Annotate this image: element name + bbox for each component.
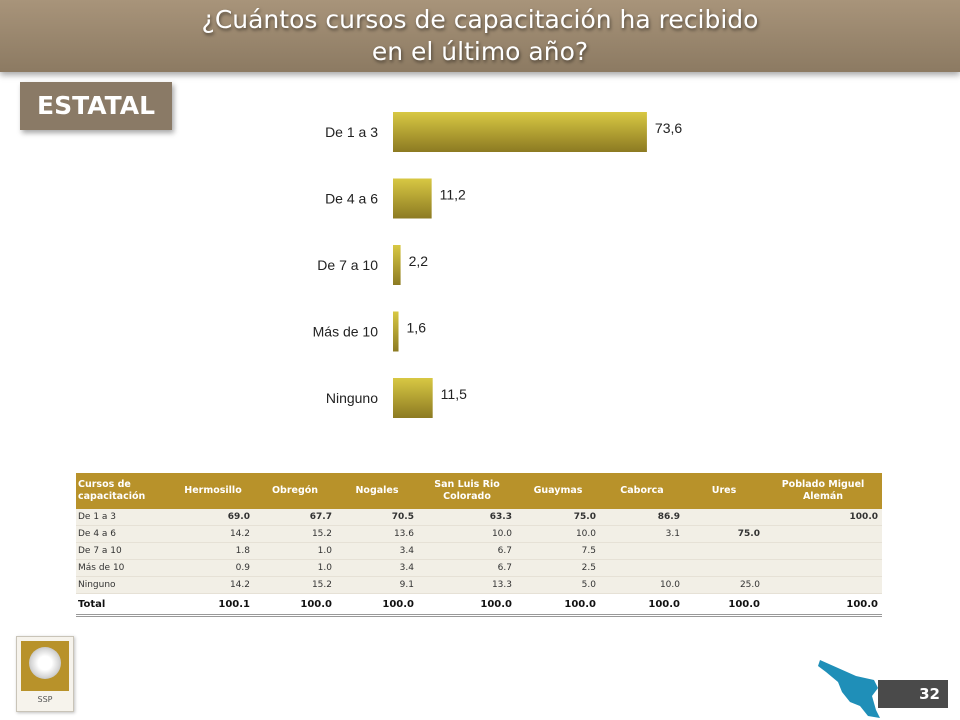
table-cell: 14.2 [172, 576, 254, 594]
logo-label: SSP [37, 695, 53, 704]
row-label: Más de 10 [76, 559, 172, 577]
total-cell: 100.1 [172, 593, 254, 617]
table-cell: 67.7 [254, 509, 336, 526]
table-cell [684, 559, 764, 577]
table-cell: 75.0 [516, 509, 600, 526]
table-cell: 86.9 [600, 509, 684, 526]
table-cell: 15.2 [254, 576, 336, 594]
table-cell: 14.2 [172, 525, 254, 543]
section-badge: ESTATAL [20, 82, 172, 130]
data-label: 11,2 [440, 187, 466, 203]
table-cell: 13.3 [418, 576, 516, 594]
column-header: Hermosillo [172, 473, 254, 509]
table-cell [600, 542, 684, 560]
total-label: Total [76, 593, 172, 617]
table-cell: 7.5 [516, 542, 600, 560]
column-header: San Luis Rio Colorado [418, 473, 516, 509]
category-label: De 7 a 10 [317, 257, 378, 273]
table-row: De 1 a 3 69.0 67.7 70.5 63.3 75.0 86.9 100.0 [76, 509, 882, 526]
table-cell: 5.0 [516, 576, 600, 594]
column-header: Ures [684, 473, 764, 509]
category-label: Ninguno [326, 390, 378, 406]
bar-chart: De 1 a 3 73,6 De 4 a 6 11,2 De 7 a 10 2,2 Más … [313, 112, 682, 418]
table-cell: 15.2 [254, 525, 336, 543]
bar [393, 378, 433, 418]
column-header: Nogales [336, 473, 418, 509]
table-cell: 10.0 [600, 576, 684, 594]
table-cell: 2.5 [516, 559, 600, 577]
total-cell: 100.0 [684, 593, 764, 617]
row-label: De 7 a 10 [76, 542, 172, 560]
table-total-row: Total 100.1 100.0 100.0 100.0 100.0 100.0 100.0… [76, 593, 882, 617]
column-header: Caborca [600, 473, 684, 509]
data-label: 73,6 [655, 120, 682, 136]
table-cell: 70.5 [336, 509, 418, 526]
table-cell: 6.7 [418, 559, 516, 577]
column-header: Poblado Miguel Alemán [764, 473, 882, 509]
table-cell: 6.7 [418, 542, 516, 560]
table-cell: 3.1 [600, 525, 684, 543]
table-cell [764, 542, 882, 560]
page-number: 32 [878, 680, 948, 708]
table-row: De 4 a 6 14.2 15.2 13.6 10.0 10.0 3.1 75.0 [76, 525, 882, 543]
total-cell: 100.0 [764, 593, 882, 617]
table-cell: 25.0 [684, 576, 764, 594]
table-cell [764, 576, 882, 594]
column-header: Guaymas [516, 473, 600, 509]
table-cell: 10.0 [516, 525, 600, 543]
table-cell: 69.0 [172, 509, 254, 526]
table-cell: 1.0 [254, 559, 336, 577]
table-cell: 1.8 [172, 542, 254, 560]
table-cell [684, 542, 764, 560]
bar [393, 245, 401, 285]
table-cell [764, 559, 882, 577]
data-label: 2,2 [409, 253, 429, 269]
table-row: De 7 a 10 1.8 1.0 3.4 6.7 7.5 [76, 542, 882, 560]
data-table: Cursos de capacitación Hermosillo Obregó… [76, 473, 882, 617]
seal-emblem [29, 647, 61, 679]
table-cell [764, 525, 882, 543]
row-label: De 4 a 6 [76, 525, 172, 543]
column-header: Cursos de capacitación [76, 473, 172, 509]
bar [393, 112, 647, 152]
bar [393, 178, 432, 219]
total-cell: 100.0 [600, 593, 684, 617]
total-cell: 100.0 [516, 593, 600, 617]
row-label: De 1 a 3 [76, 509, 172, 526]
table-cell: 9.1 [336, 576, 418, 594]
table-cell: 75.0 [684, 525, 764, 543]
category-label: Más de 10 [313, 324, 379, 340]
table-cell: 3.4 [336, 559, 418, 577]
total-cell: 100.0 [254, 593, 336, 617]
data-label: 11,5 [441, 386, 467, 402]
table-cell: 0.9 [172, 559, 254, 577]
table-cell: 3.4 [336, 542, 418, 560]
table-cell: 63.3 [418, 509, 516, 526]
page-title-line1: ¿Cuántos cursos de capacitación ha recib… [201, 5, 759, 34]
table-cell: 10.0 [418, 525, 516, 543]
sonora-map-icon [818, 660, 880, 718]
table-row: Ninguno 14.2 15.2 9.1 13.3 5.0 10.0 25.0 [76, 576, 882, 594]
state-seal-icon: SSP [16, 636, 74, 712]
logo-badge [21, 641, 69, 691]
table-header-row: Cursos de capacitación Hermosillo Obregó… [76, 473, 882, 509]
total-cell: 100.0 [418, 593, 516, 617]
title-bar: ¿Cuántos cursos de capacitación ha recib… [0, 0, 960, 72]
table-cell [600, 559, 684, 577]
table-row: Más de 10 0.9 1.0 3.4 6.7 2.5 [76, 559, 882, 577]
table-cell: 1.0 [254, 542, 336, 560]
table-cell: 100.0 [764, 509, 882, 526]
column-header: Obregón [254, 473, 336, 509]
row-label: Ninguno [76, 576, 172, 594]
bar [393, 311, 399, 352]
category-label: De 1 a 3 [325, 124, 378, 140]
page-title-line2: en el último año? [371, 37, 589, 66]
total-cell: 100.0 [336, 593, 418, 617]
data-label: 1,6 [407, 320, 427, 336]
table-cell: 13.6 [336, 525, 418, 543]
category-label: De 4 a 6 [325, 191, 378, 207]
table-cell [684, 509, 764, 526]
